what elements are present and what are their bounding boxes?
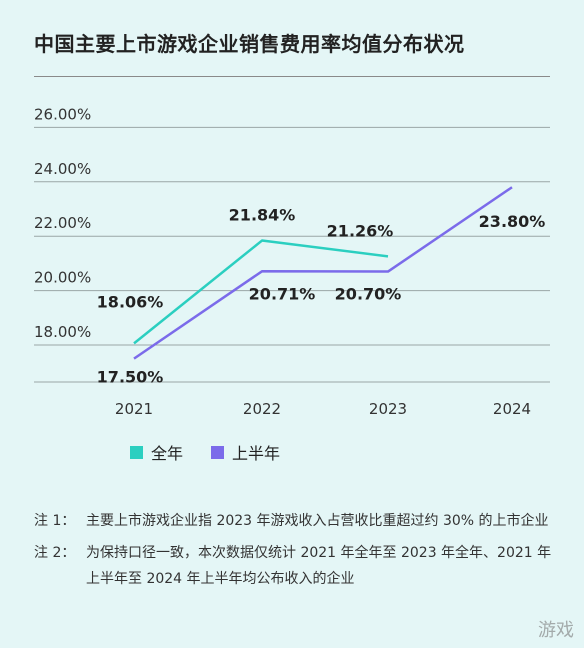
data-label: 18.06% — [97, 292, 164, 311]
series-line-full-year — [133, 239, 389, 345]
data-label: 21.26% — [327, 221, 394, 240]
footnote-2-label: 注 2： — [34, 545, 76, 561]
footnotes: 注 1： 主要上市游戏企业指 2023 年游戏收入占营收比重超过约 30% 的上… — [34, 508, 564, 592]
data-label: 20.70% — [335, 285, 402, 304]
legend-swatch-full-year — [130, 445, 143, 459]
footnote-1-label: 注 1： — [34, 513, 76, 529]
y-tick-label: 18.00% — [34, 323, 91, 341]
y-tick-label: 20.00% — [34, 269, 91, 287]
legend-item-half-year: 上半年 — [211, 440, 280, 464]
x-tick-label: 2022 — [243, 400, 281, 418]
footnote-2-text: 为保持口径一致，本次数据仅统计 2021 年全年至 2023 年全年、2021 … — [86, 545, 552, 587]
x-tick-label: 2023 — [369, 400, 407, 418]
footnote-1: 注 1： 主要上市游戏企业指 2023 年游戏收入占营收比重超过约 30% 的上… — [34, 508, 564, 534]
data-label: 23.80% — [479, 212, 546, 231]
series-line-half-year — [133, 186, 513, 360]
legend-swatch-half-year — [211, 445, 225, 459]
watermark-logo: 游戏 — [538, 620, 574, 641]
data-label: 20.71% — [249, 284, 316, 303]
chart-title: 中国主要上市游戏企业销售费用率均值分布状况 — [34, 32, 465, 56]
y-tick-label: 24.00% — [34, 160, 91, 178]
chart-legend: 全年 上半年 — [130, 440, 280, 464]
legend-item-full-year: 全年 — [130, 440, 183, 464]
data-label: 17.50% — [97, 368, 164, 387]
legend-label-full-year: 全年 — [151, 444, 184, 463]
y-tick-label: 22.00% — [34, 214, 91, 232]
title-divider — [34, 76, 550, 77]
footnote-1-text: 主要上市游戏企业指 2023 年游戏收入占营收比重超过约 30% 的上市企业 — [86, 513, 549, 529]
data-label: 21.84% — [229, 206, 296, 225]
x-tick-label: 2021 — [115, 400, 153, 418]
x-tick-label: 2024 — [493, 400, 531, 418]
footnote-2: 注 2： 为保持口径一致，本次数据仅统计 2021 年全年至 2023 年全年、… — [34, 540, 564, 592]
legend-label-half-year: 上半年 — [232, 444, 281, 463]
line-chart: 26.00% 24.00% 22.00% 20.00% 18.00% 2021 2022 20… — [34, 105, 550, 418]
y-tick-label: 26.00% — [34, 105, 91, 123]
